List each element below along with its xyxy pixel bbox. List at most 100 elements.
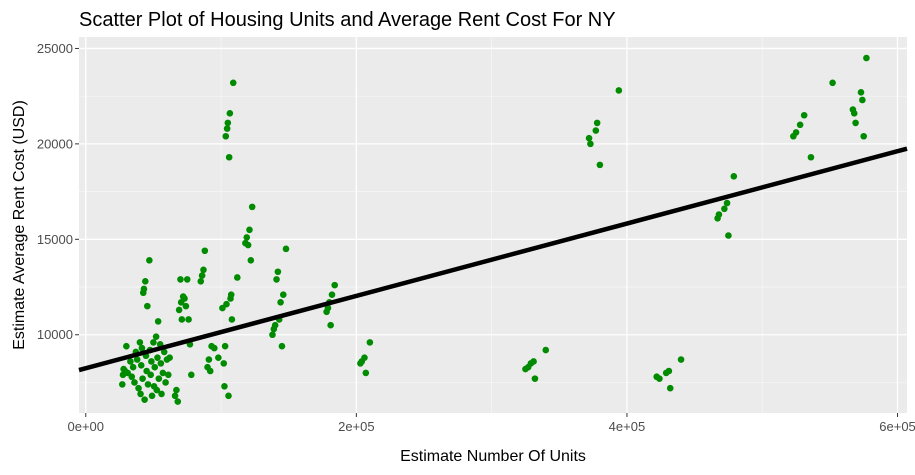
data-point [138, 344, 146, 352]
data-point [220, 360, 228, 367]
data-point [127, 358, 134, 365]
data-point [137, 390, 144, 398]
y-tick-label: 10000 [37, 327, 73, 342]
data-point [206, 367, 214, 375]
data-point [128, 373, 136, 381]
data-point [175, 306, 183, 314]
data-point [148, 392, 156, 400]
data-point [164, 371, 172, 379]
data-point [224, 119, 232, 127]
data-point [139, 375, 146, 382]
data-point [150, 339, 157, 346]
data-point [277, 298, 284, 306]
y-axis-title: Estimate Average Rent Cost (USD) [11, 100, 28, 350]
data-point [331, 281, 339, 289]
data-point [542, 346, 550, 354]
data-point [154, 354, 161, 361]
data-point [852, 119, 859, 127]
data-point [185, 316, 192, 323]
data-point [274, 268, 282, 276]
x-axis-title: Estimate Number Of Units [400, 448, 586, 465]
data-point [225, 153, 233, 161]
data-point [221, 382, 228, 390]
data-point [157, 360, 165, 367]
data-point [198, 272, 206, 279]
y-tick-label: 15000 [37, 232, 73, 247]
data-point [144, 302, 151, 310]
points-layer [118, 54, 870, 405]
data-point [587, 140, 594, 148]
trend-line [78, 146, 908, 373]
data-point [200, 266, 207, 274]
data-point [131, 379, 138, 386]
data-point [223, 125, 231, 132]
data-point [222, 132, 230, 140]
data-point [160, 348, 168, 356]
data-point [592, 127, 600, 134]
data-point [247, 257, 255, 264]
data-point [327, 321, 334, 329]
x-tick-label: 2e+05 [338, 419, 375, 434]
data-point [715, 211, 723, 218]
data-point [223, 300, 230, 308]
data-point [136, 339, 144, 346]
data-point [129, 363, 137, 371]
data-point [585, 134, 593, 142]
y-axis-ticks: 10000 15000 20000 25000 [37, 41, 79, 342]
data-point [677, 356, 685, 363]
data-point [197, 278, 205, 285]
data-point [721, 205, 728, 213]
data-point [328, 291, 336, 298]
data-point [244, 241, 252, 249]
data-point [152, 333, 160, 340]
data-point [530, 358, 537, 365]
data-point [182, 302, 190, 310]
data-point [361, 354, 368, 361]
data-point [531, 375, 539, 382]
grid-minor [79, 37, 907, 413]
data-point [141, 278, 149, 285]
data-point [221, 342, 229, 350]
data-point [153, 386, 161, 394]
plot-panel [79, 37, 907, 413]
data-point [273, 276, 280, 283]
data-point [279, 291, 287, 298]
data-point [229, 79, 237, 87]
data-point [792, 129, 800, 136]
data-point [118, 381, 126, 388]
data-point [141, 396, 148, 403]
data-point [166, 354, 173, 361]
data-point [593, 119, 601, 127]
x-tick-label: 0e+00 [68, 419, 105, 434]
data-point [730, 173, 738, 180]
data-point [269, 331, 276, 339]
data-point [187, 371, 195, 379]
data-point [227, 291, 235, 298]
data-point [796, 121, 804, 129]
data-point [324, 304, 332, 312]
chart-title: Scatter Plot of Housing Units and Averag… [79, 9, 616, 31]
y-tick-label: 20000 [37, 136, 73, 151]
data-point [205, 356, 213, 363]
data-point [725, 232, 732, 239]
data-point [596, 161, 604, 169]
x-axis-ticks: 0e+00 2e+05 4e+05 6e+05 [68, 413, 915, 434]
data-point [158, 390, 165, 398]
data-point [800, 111, 808, 119]
data-point [146, 257, 153, 264]
data-point [666, 384, 674, 392]
data-point [181, 295, 188, 302]
data-point [807, 153, 815, 161]
data-point [850, 110, 858, 117]
data-point [366, 339, 374, 346]
data-point [137, 361, 145, 369]
data-point [243, 234, 251, 241]
data-point [246, 226, 253, 234]
data-point [123, 342, 130, 350]
data-point [278, 342, 286, 350]
data-point [159, 369, 167, 377]
data-point [144, 381, 152, 388]
data-point [154, 318, 162, 325]
data-point [174, 398, 182, 405]
data-point [147, 371, 155, 379]
